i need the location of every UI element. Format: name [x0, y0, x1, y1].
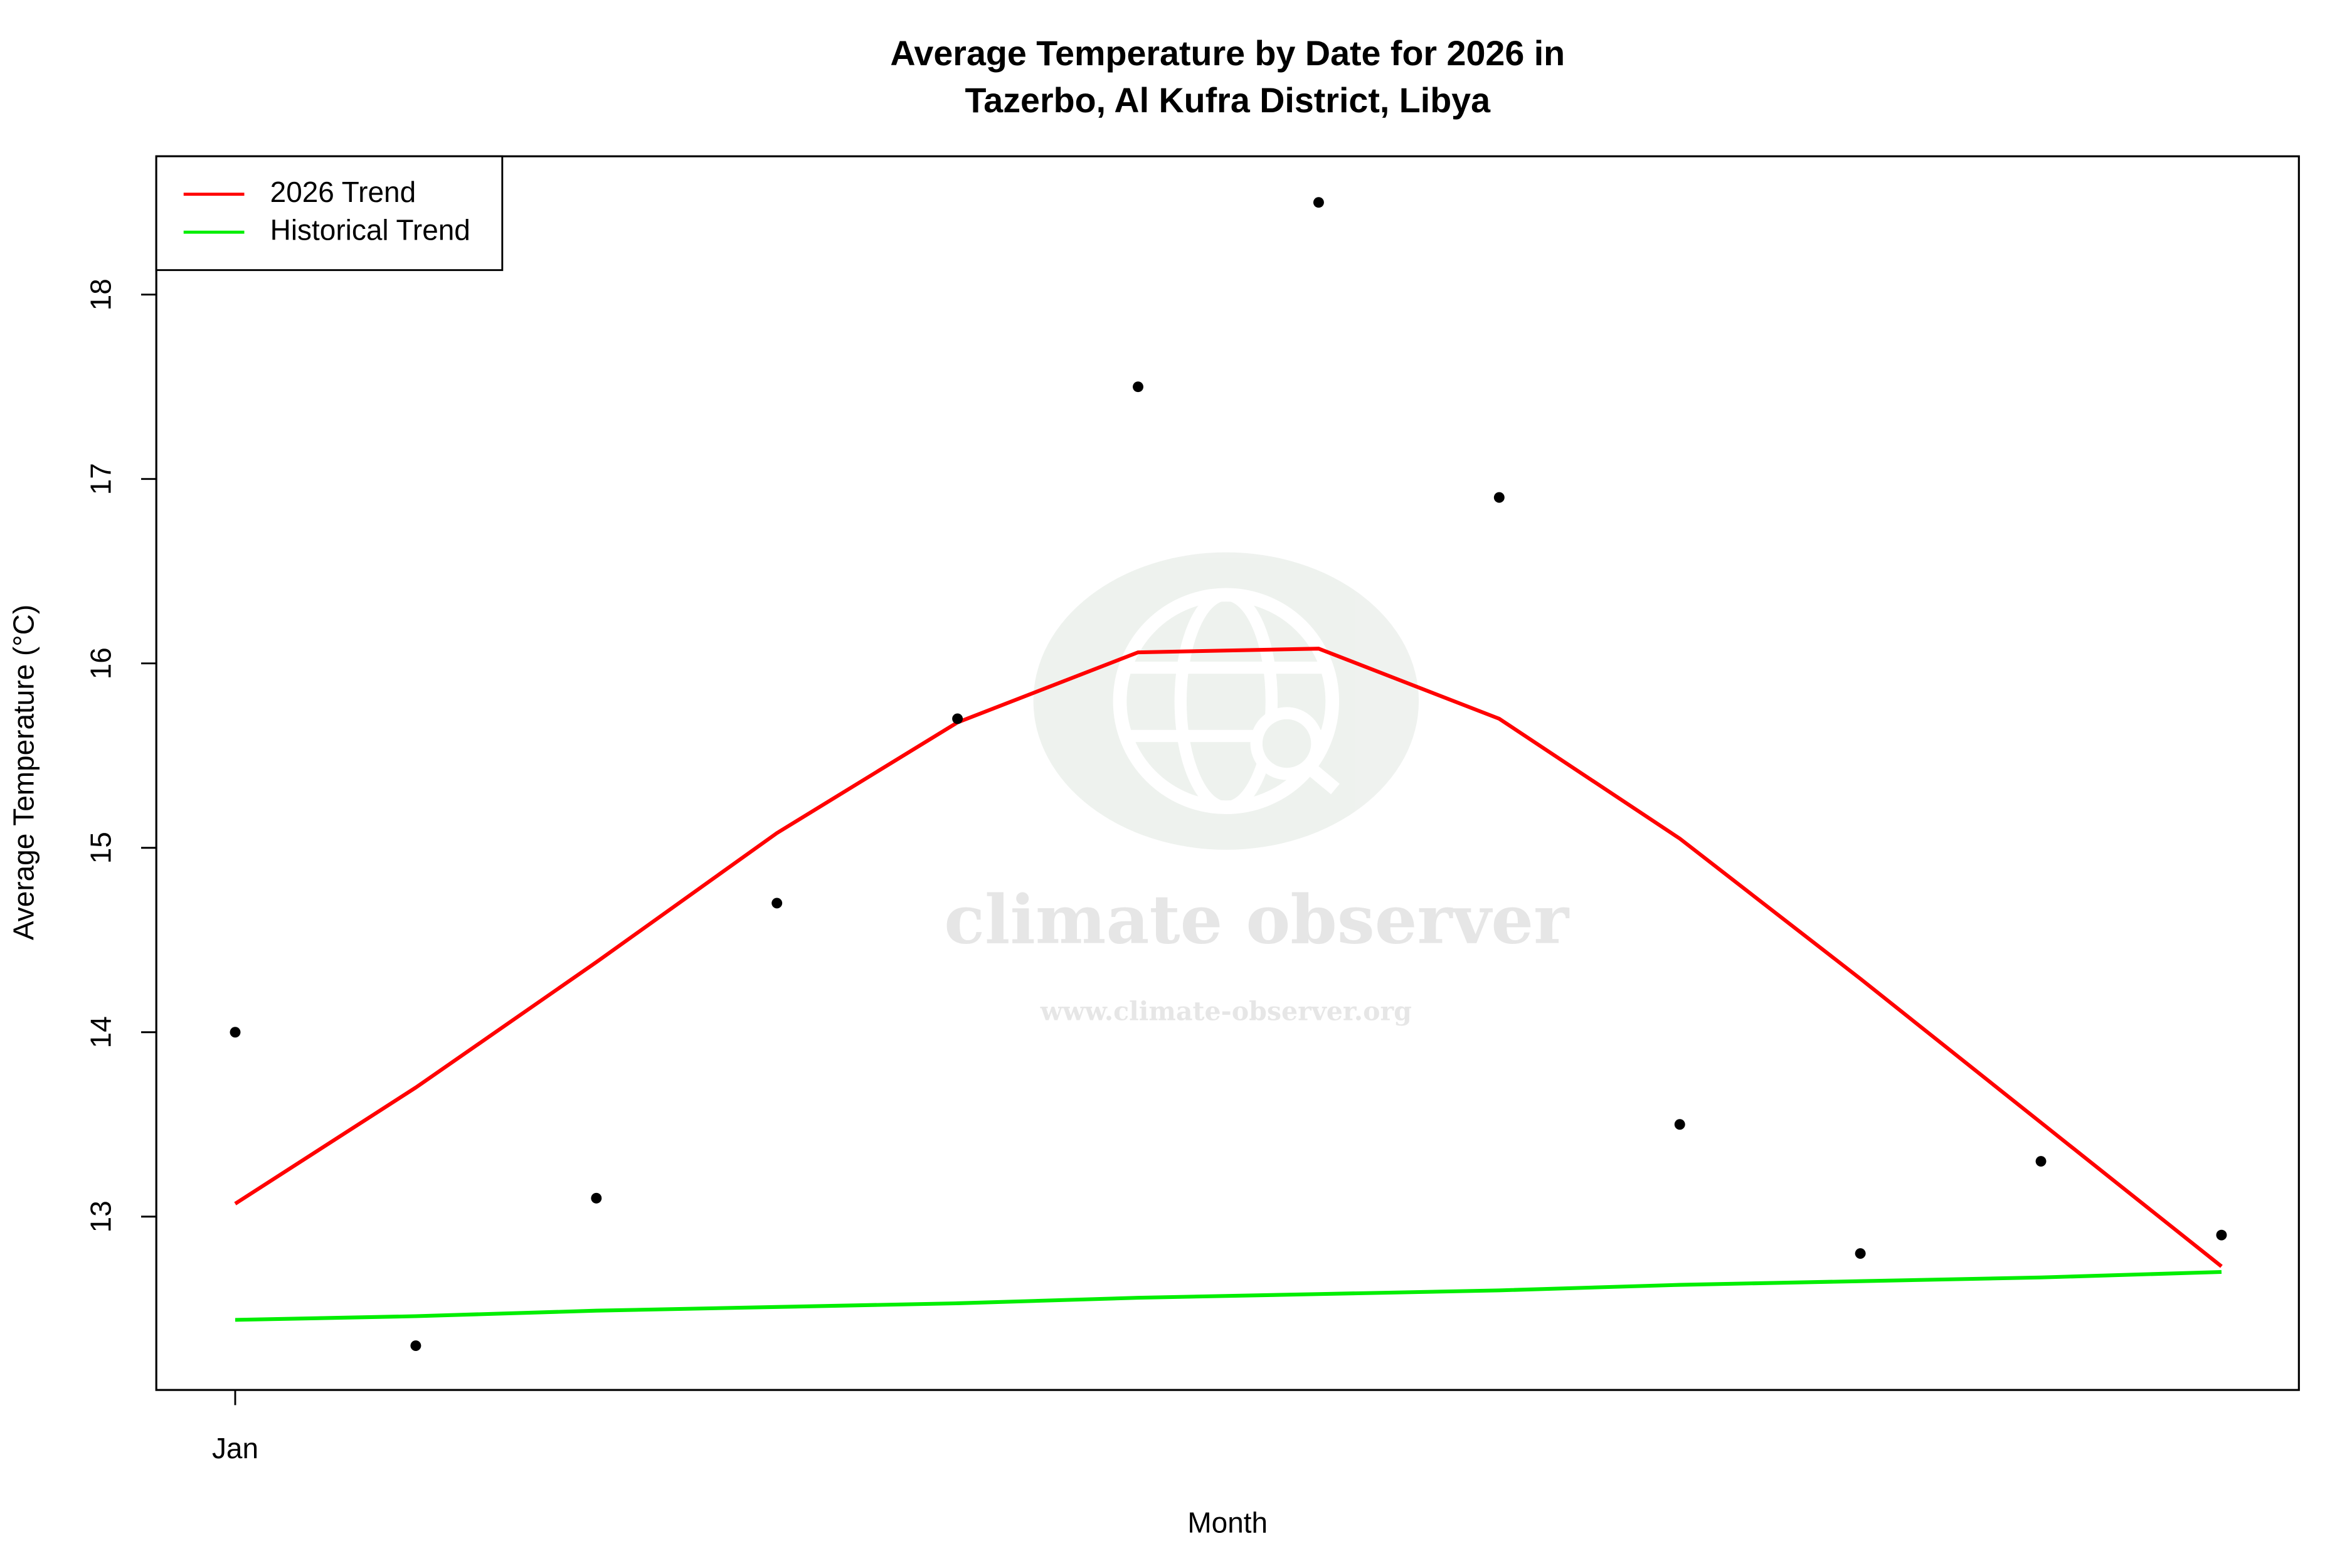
y-tick-label: 15 — [85, 832, 117, 864]
chart-subtitle: Tazerbo, Al Kufra District, Libya — [965, 81, 1491, 120]
data-point — [1313, 197, 1324, 208]
y-tick-label: 18 — [85, 278, 117, 310]
trend-line — [234, 647, 2223, 1268]
data-point — [1674, 1119, 1685, 1130]
plot-frame — [155, 155, 2300, 1391]
data-point — [1493, 492, 1505, 503]
watermark: climate observer www.climate-observer.or… — [944, 552, 1570, 1027]
data-point — [771, 898, 783, 909]
y-tick-label: 13 — [85, 1200, 117, 1232]
data-point — [2035, 1156, 2047, 1167]
data-point — [410, 1340, 421, 1352]
legend: 2026 Trend Historical Trend — [155, 155, 504, 272]
y-axis-label: Average Temperature (°C) — [7, 605, 40, 940]
trend-line — [235, 1269, 2222, 1322]
watermark-globe — [1174, 588, 1278, 813]
data-point — [2216, 1229, 2227, 1241]
legend-label: 2026 Trend — [270, 176, 416, 208]
watermark-lens — [1303, 761, 1340, 795]
data-point — [1133, 381, 1143, 393]
legend-box — [155, 155, 504, 272]
data-point — [230, 1027, 241, 1038]
data-point — [591, 1192, 602, 1204]
chart-title: Average Temperature by Date for 2026 in — [890, 34, 1565, 73]
x-axis-label: Month — [1187, 1507, 1268, 1539]
watermark-name: climate observer — [944, 881, 1570, 959]
watermark-url: www.climate-observer.org — [1040, 996, 1412, 1027]
data-point — [1855, 1248, 1866, 1259]
legend-label: Historical Trend — [270, 213, 470, 246]
y-tick-label: 16 — [85, 647, 117, 679]
y-tick-label: 14 — [85, 1016, 117, 1048]
watermark-lens — [1250, 707, 1323, 780]
y-tick-label: 17 — [85, 463, 117, 495]
x-tick-label: Jan — [212, 1432, 258, 1465]
data-point — [952, 713, 963, 724]
